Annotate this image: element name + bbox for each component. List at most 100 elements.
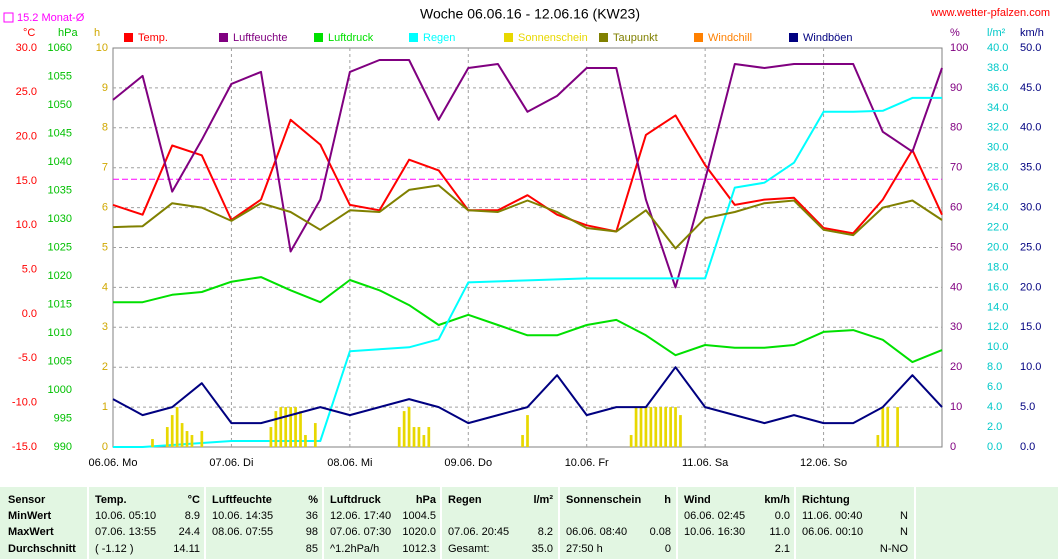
y-tick-label: 30 [950,321,962,333]
y-tick-label: 30.0 [987,142,1008,154]
y-tick-label: 28.0 [987,162,1008,174]
x-tick-label: 10.06. Fr [565,457,609,469]
y-tick-label: 18.0 [987,261,1008,273]
table-cell: Sensor [8,494,46,506]
y-tick-label: 2 [102,361,108,373]
table-cell: 0 [665,543,671,555]
sunshine-bar [200,431,204,447]
y-tick-label: 60 [950,202,962,214]
y-tick-label: 1020 [48,270,72,282]
sunshine-bar [269,427,273,447]
table-cell: ^1.2hPa/h [330,543,379,555]
y-tick-label: 25.0 [1020,241,1041,253]
sunshine-bar [679,415,682,447]
y-tick-label: 35.0 [1020,162,1041,174]
sunshine-bar [629,435,633,447]
y-tick-label: -15.0 [12,441,37,453]
y-tick-label: 38.0 [987,62,1008,74]
y-tick-label: 14.0 [987,301,1008,313]
y-tick-label: 1030 [48,213,72,225]
sunshine-bar [896,407,899,447]
y-tick-label: 40 [950,281,962,293]
table-cell: °C [188,494,200,506]
y-tick-label: 1035 [48,184,72,196]
y-tick-label: 0.0 [1020,441,1035,453]
sunshine-bar [170,415,174,447]
y-tick-label: 1040 [48,156,72,168]
table-cell: 8.2 [538,526,553,538]
table-cell: N [900,510,908,522]
y-tick-label: 1025 [48,241,72,253]
series-line [112,366,943,425]
sunshine-bar [417,427,421,447]
table-cell: 1004.5 [402,510,436,522]
sunshine-bar [427,427,431,447]
table-cell: 8.9 [185,510,200,522]
y-tick-label: 36.0 [987,82,1008,94]
y-tick-label: 1010 [48,327,72,339]
sunshine-bar [165,427,169,447]
table-cell: 0.08 [650,526,671,538]
y-tick-label: 15.0 [16,175,37,187]
table-cell: 14.11 [173,543,200,555]
sunshine-bar [397,427,401,447]
legend-swatch [789,33,798,42]
y-tick-label: 10.0 [16,219,37,231]
sunshine-bar [313,423,317,447]
y-tick-label: 30.0 [1020,202,1041,214]
table-cell: % [308,494,318,506]
y-tick-label: 10.0 [1020,361,1041,373]
y-tick-label: 40.0 [987,42,1008,54]
table-cell: 11.0 [769,526,790,538]
sunshine-bar [407,407,411,447]
table-cell: ( -1.12 ) [95,543,134,555]
table-cell: 35.0 [532,543,553,555]
series-line [112,114,943,235]
sunshine-bar [185,431,189,447]
table-cell: 07.06. 07:30 [330,526,391,538]
axis-unit: l/m² [987,27,1006,39]
table-cell: 06.06. 02:45 [684,510,745,522]
legend-label: Luftfeuchte [233,32,287,44]
table-cell: 85 [306,543,318,555]
sunshine-bar [634,407,638,447]
sunshine-bar [279,407,283,447]
table-cell: Richtung [802,494,850,506]
table-cell: 24.4 [179,526,200,538]
sunshine-bar [649,407,653,447]
series-line [113,96,942,448]
y-tick-label: 50.0 [1020,42,1041,54]
y-tick-label: 2.0 [987,421,1002,433]
sunshine-bar [294,407,297,447]
table-background [0,487,1058,559]
sunshine-bar [526,415,529,447]
y-tick-label: 16.0 [987,281,1008,293]
y-tick-label: 990 [54,441,72,453]
sunshine-bar [274,411,278,447]
table-cell: 1020.0 [402,526,436,538]
x-tick-label: 09.06. Do [444,457,492,469]
legend-swatch [219,33,228,42]
y-tick-label: 6 [102,202,108,214]
y-tick-label: 45.0 [1020,82,1041,94]
sunshine-bar [284,407,288,447]
y-tick-label: 5 [102,241,108,253]
y-tick-label: 70 [950,162,962,174]
table-cell: hPa [416,494,437,506]
y-tick-label: 20.0 [16,131,37,143]
table-cell: N [900,526,908,538]
table-cell: 07.06. 13:55 [95,526,156,538]
y-tick-label: 4 [102,281,108,293]
y-tick-label: 15.0 [1020,321,1041,333]
sunshine-bar [175,407,179,447]
table-cell: 12.06. 17:40 [330,510,391,522]
legend-swatch [694,33,703,42]
y-tick-label: 1015 [48,298,72,310]
y-tick-label: 5.0 [22,264,37,276]
table-cell: 10.06. 16:30 [684,526,745,538]
table-cell: 27:50 h [566,543,603,555]
y-tick-label: 20 [950,361,962,373]
sunshine-bar [190,435,194,447]
y-tick-label: 6.0 [987,381,1002,393]
